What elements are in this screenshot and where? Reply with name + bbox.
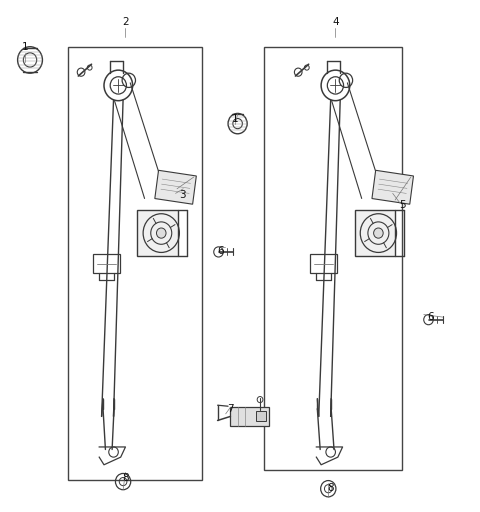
Text: 7: 7 [227,404,234,414]
Bar [256,411,266,421]
Bar [310,254,337,273]
Text: 5: 5 [399,200,406,210]
Bar [230,407,269,425]
Text: 3: 3 [180,190,186,200]
Bar [137,210,178,256]
Text: 2: 2 [122,17,129,27]
Bar [264,47,402,470]
Text: 8: 8 [122,473,129,482]
Polygon shape [372,170,413,204]
Bar [68,47,202,480]
Text: 1: 1 [22,42,29,52]
Bar [355,210,395,256]
Polygon shape [155,170,196,204]
Text: 6: 6 [217,246,224,256]
Text: 4: 4 [332,17,339,27]
Text: 6: 6 [428,312,434,322]
Text: 1: 1 [232,114,239,123]
Text: 8: 8 [327,483,334,493]
Circle shape [373,228,383,238]
Circle shape [156,228,166,238]
Bar [93,254,120,273]
